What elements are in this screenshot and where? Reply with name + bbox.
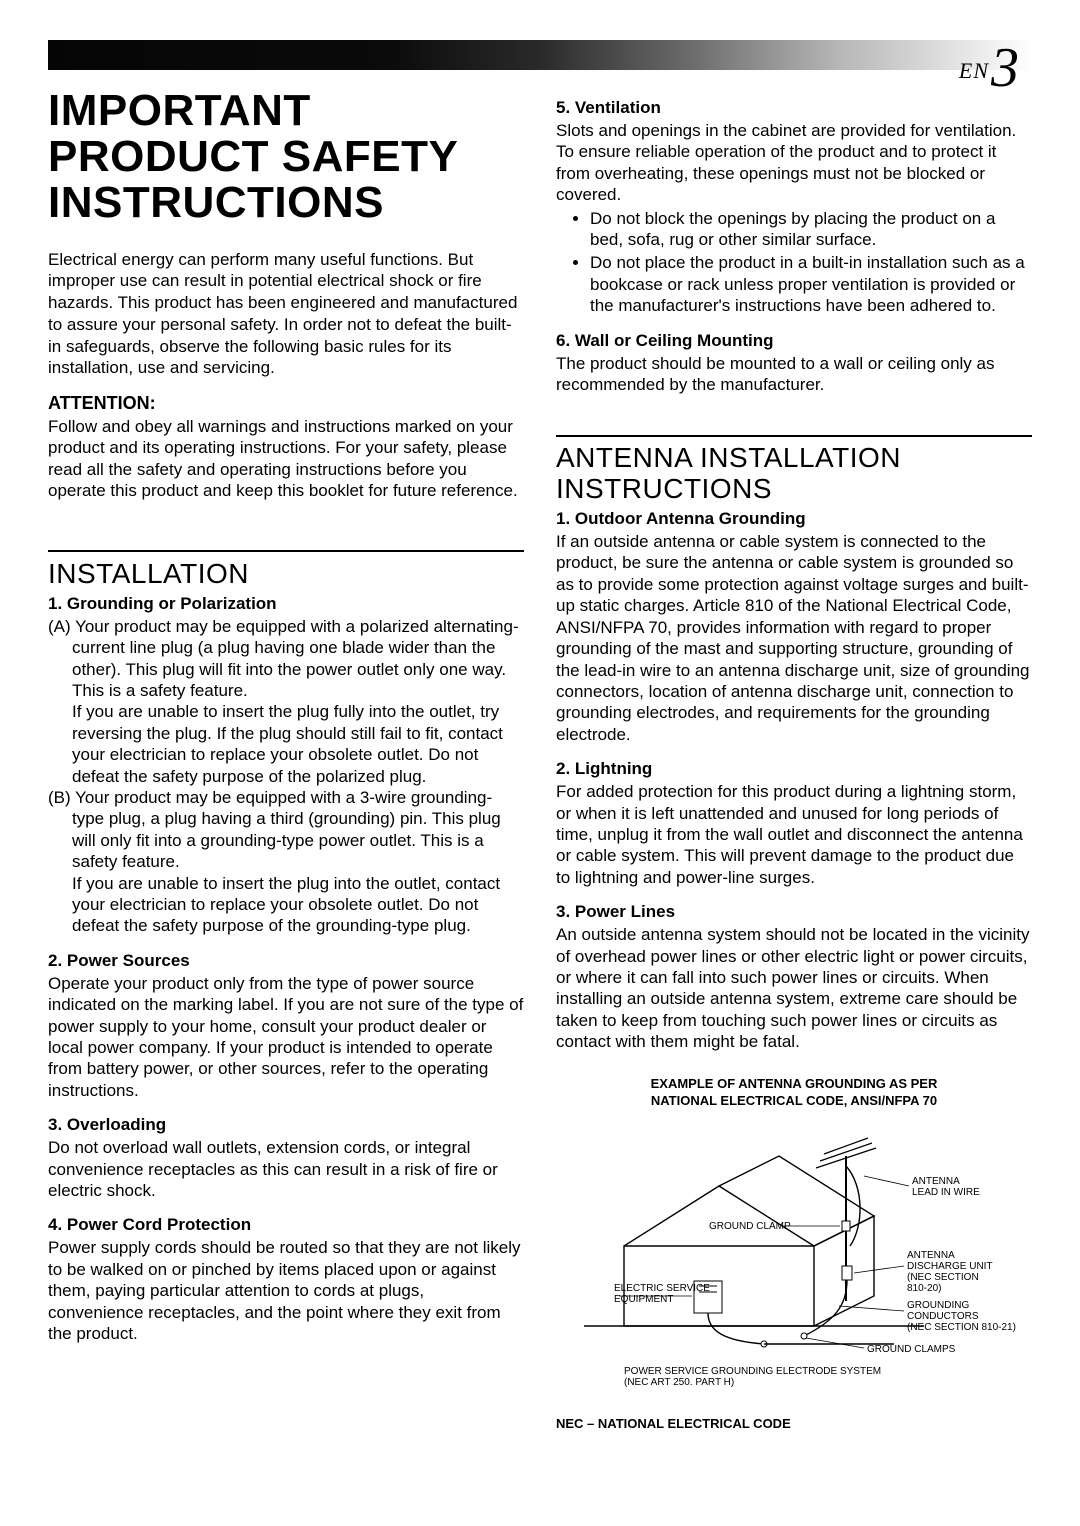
item-title: 6. Wall or Ceiling Mounting (556, 331, 1032, 351)
attention-heading: ATTENTION: (48, 393, 524, 414)
intro-paragraph: Electrical energy can perform many usefu… (48, 249, 524, 380)
item-title: 2. Power Sources (48, 951, 524, 971)
item-para: If an outside antenna or cable system is… (556, 531, 1032, 745)
item-title: 4. Power Cord Protection (48, 1215, 524, 1235)
item-para: For added protection for this product du… (556, 781, 1032, 888)
item-title: 1. Outdoor Antenna Grounding (556, 509, 1032, 529)
antenna-grounding-diagram: ANTENNALEAD IN WIRE GROUND CLAMP ANTENNA… (564, 1126, 1024, 1406)
bullet-item: Do not place the product in a built-in i… (590, 252, 1032, 316)
diagram-footer: NEC – NATIONAL ELECTRICAL CODE (556, 1416, 1032, 1431)
item-para: Power supply cords should be routed so t… (48, 1237, 524, 1344)
item-para: The product should be mounted to a wall … (556, 353, 1032, 396)
antenna-heading: ANTENNA INSTALLATION INSTRUCTIONS (556, 443, 1032, 505)
item-para: (A) Your product may be equipped with a … (48, 616, 524, 702)
main-title: IMPORTANT PRODUCT SAFETY INSTRUCTIONS (48, 88, 524, 227)
bullet-item: Do not block the openings by placing the… (590, 208, 1032, 251)
content-columns: IMPORTANT PRODUCT SAFETY INSTRUCTIONS El… (48, 88, 1032, 1466)
diagram-title-line: EXAMPLE OF ANTENNA GROUNDING AS PER (651, 1076, 938, 1091)
antenna-diagram-block: EXAMPLE OF ANTENNA GROUNDING AS PER NATI… (556, 1075, 1032, 1431)
ventilation-bullets: Do not block the openings by placing the… (556, 208, 1032, 317)
diagram-label: GROUND CLAMP (709, 1221, 791, 1232)
item-para: Operate your product only from the type … (48, 973, 524, 1101)
attention-text: Follow and obey all warnings and instruc… (48, 416, 524, 502)
installation-heading: INSTALLATION (48, 558, 524, 590)
diagram-label: GROUNDINGCONDUCTORS(NEC SECTION 810-21) (907, 1300, 1016, 1333)
item-title: 2. Lightning (556, 759, 1032, 779)
diagram-label: POWER SERVICE GROUNDING ELECTRODE SYSTEM… (624, 1366, 881, 1388)
diagram-title: EXAMPLE OF ANTENNA GROUNDING AS PER NATI… (556, 1075, 1032, 1110)
item-title: 3. Power Lines (556, 902, 1032, 922)
diagram-label: ANTENNALEAD IN WIRE (912, 1176, 980, 1198)
diagram-label: ANTENNADISCHARGE UNIT(NEC SECTION810-20) (907, 1250, 993, 1294)
left-column: IMPORTANT PRODUCT SAFETY INSTRUCTIONS El… (48, 88, 524, 1466)
item-para: (B) Your product may be equipped with a … (48, 787, 524, 873)
diagram-title-line: NATIONAL ELECTRICAL CODE, ANSI/NFPA 70 (651, 1093, 937, 1108)
right-column: 5. Ventilation Slots and openings in the… (556, 88, 1032, 1466)
item-title: 3. Overloading (48, 1115, 524, 1135)
item-para: If you are unable to insert the plug int… (48, 873, 524, 937)
item-para: An outside antenna system should not be … (556, 924, 1032, 1052)
item-title: 5. Ventilation (556, 98, 1032, 118)
header-gradient-bar (48, 40, 1032, 70)
item-para: Do not overload wall outlets, extension … (48, 1137, 524, 1201)
page-lang: EN (959, 58, 989, 83)
item-para: Slots and openings in the cabinet are pr… (556, 120, 1032, 206)
item-title: 1. Grounding or Polarization (48, 594, 524, 614)
diagram-label: GROUND CLAMPS (867, 1344, 956, 1355)
divider (48, 550, 524, 552)
divider (556, 435, 1032, 437)
item-para: If you are unable to insert the plug ful… (48, 701, 524, 787)
